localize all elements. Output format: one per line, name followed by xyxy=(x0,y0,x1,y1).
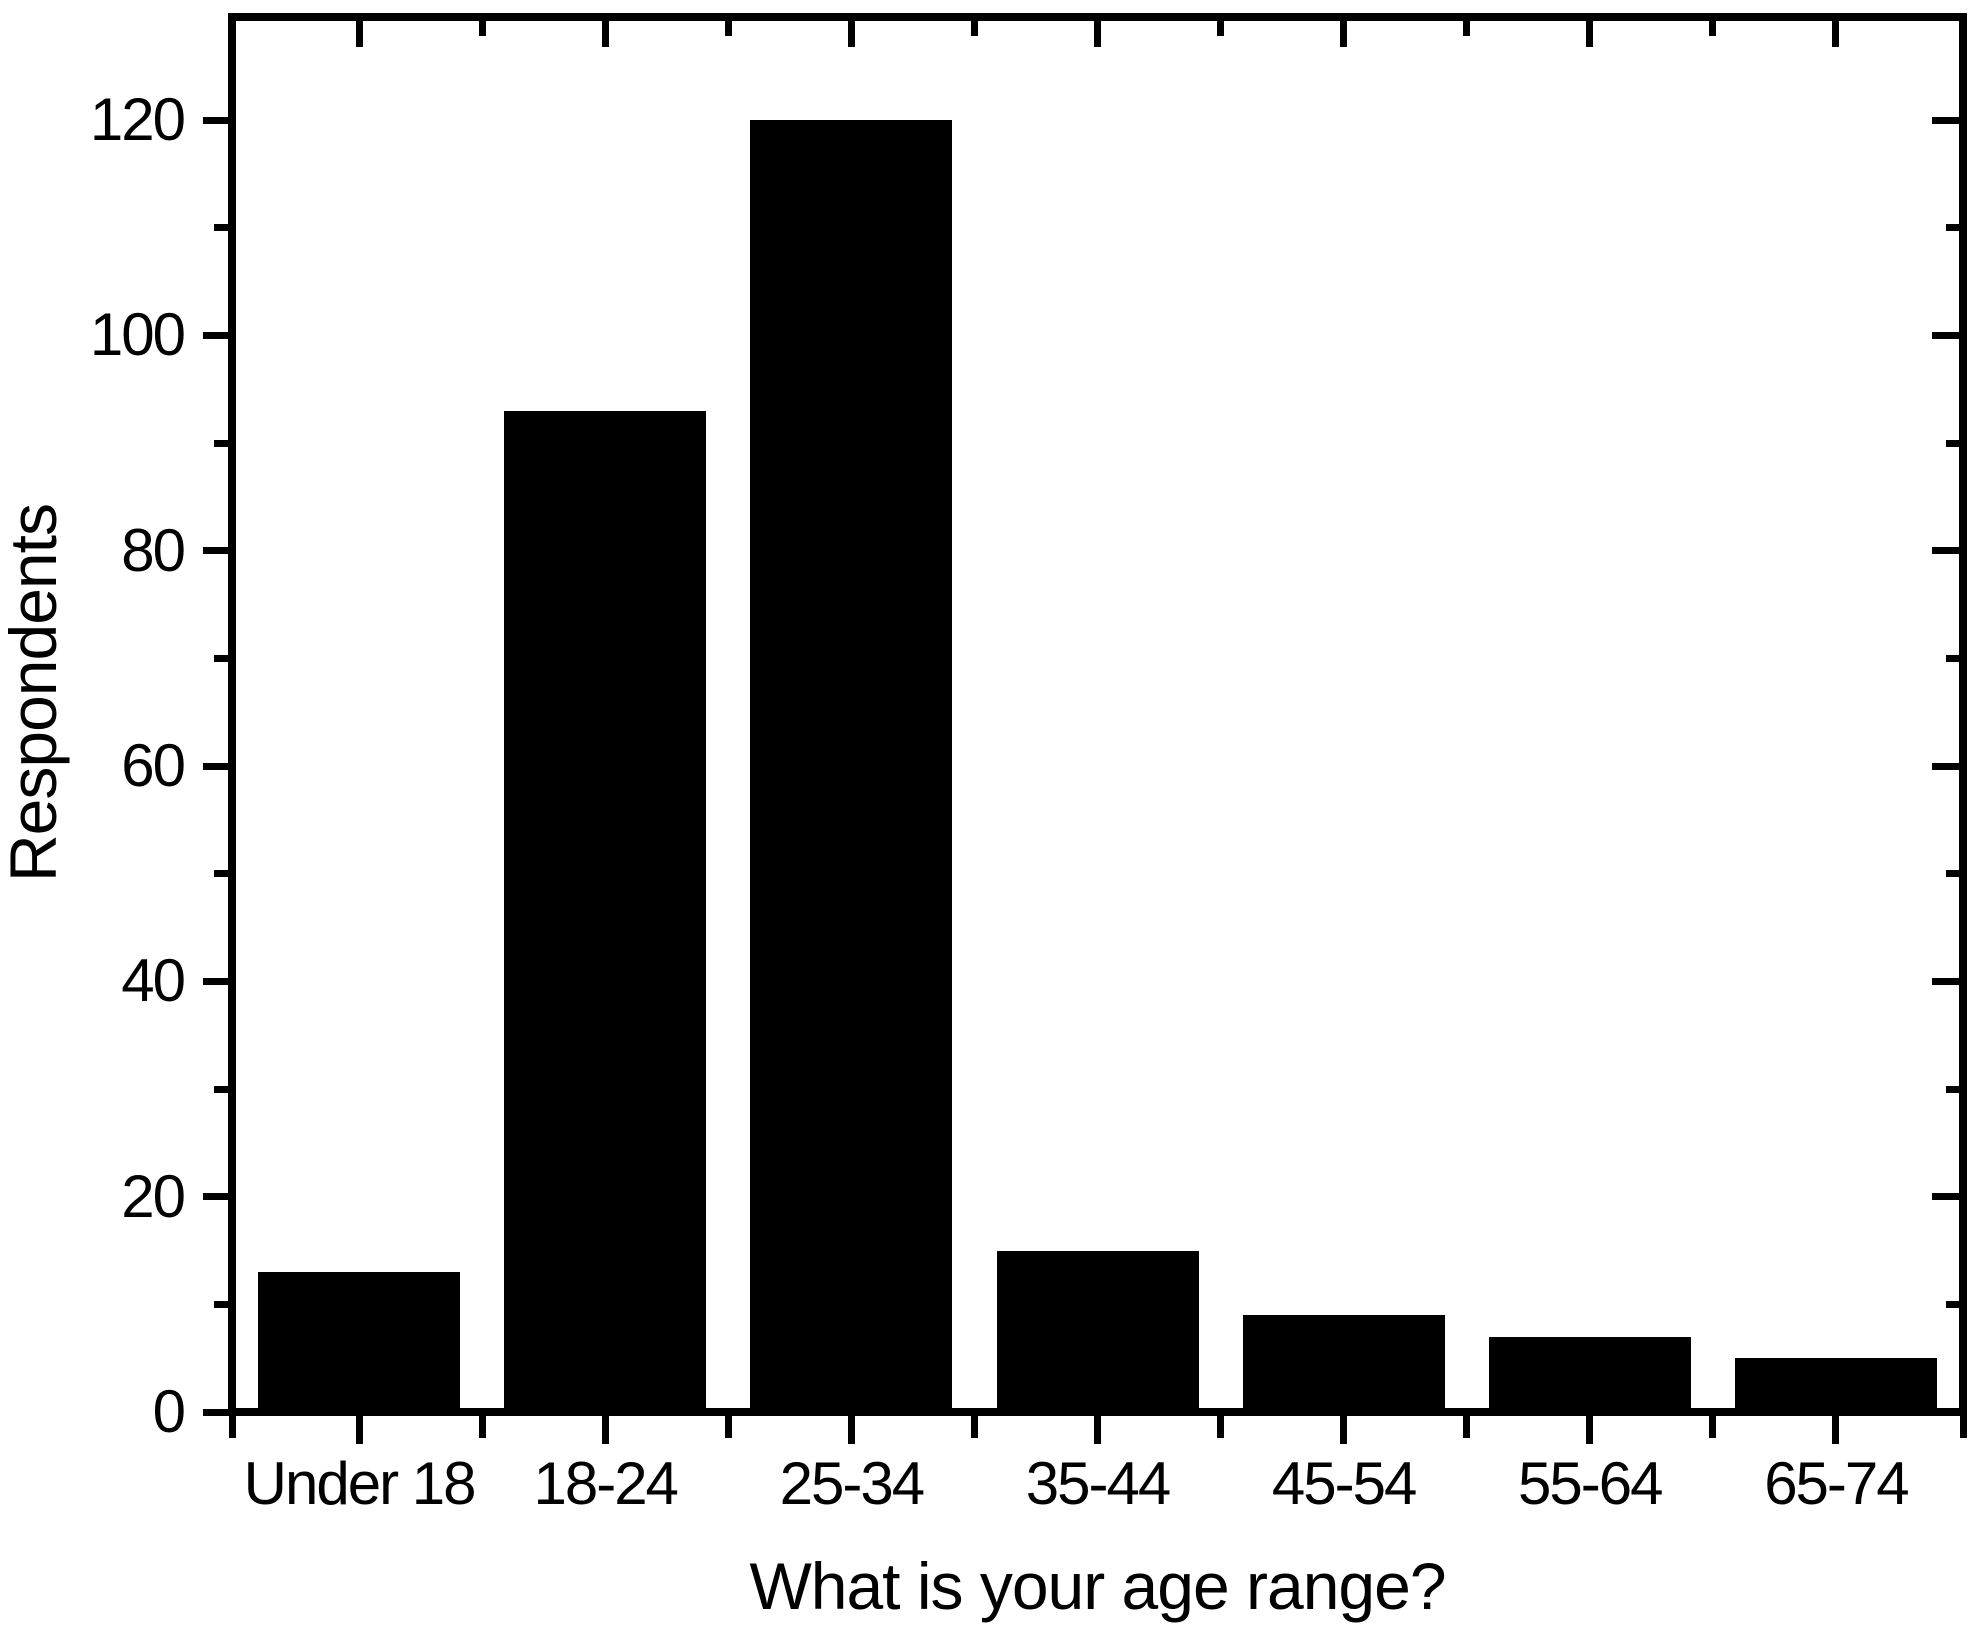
x-minor-tick-top xyxy=(970,21,978,36)
y-minor-tick-right xyxy=(1946,224,1959,232)
bar-35-44 xyxy=(996,1250,1199,1408)
y-tick-label: 120 xyxy=(89,86,186,153)
y-major-tick-left xyxy=(203,547,228,555)
x-major-tick-top xyxy=(1094,21,1101,47)
y-axis-title: Respondents xyxy=(0,504,70,882)
x-minor-tick-bottom xyxy=(478,1416,486,1438)
y-tick-label: 80 xyxy=(121,516,186,584)
x-tick-label-Under 18: Under 18 xyxy=(243,1450,477,1517)
y-major-tick-right xyxy=(1932,116,1959,124)
y-minor-tick-right xyxy=(1946,654,1959,662)
y-minor-tick-right xyxy=(1946,870,1959,878)
x-minor-tick-top xyxy=(1463,21,1471,36)
plot-area-frame xyxy=(228,13,1967,1416)
x-major-tick-top xyxy=(847,21,855,47)
y-minor-tick-left xyxy=(214,654,228,662)
y-minor-tick-left xyxy=(214,1085,228,1093)
y-tick-label: 60 xyxy=(121,732,186,799)
bar-65-74 xyxy=(1734,1358,1937,1408)
x-tick-label-55-64: 55-64 xyxy=(1518,1450,1663,1517)
y-major-tick-left xyxy=(203,331,228,339)
y-major-tick-left xyxy=(203,116,228,124)
x-minor-tick-bottom xyxy=(970,1416,978,1438)
x-major-tick-bottom xyxy=(1094,1416,1101,1444)
y-major-tick-right xyxy=(1932,1408,1959,1416)
x-tick-label-18-24: 18-24 xyxy=(533,1450,678,1517)
x-tick-label-45-54: 45-54 xyxy=(1271,1450,1417,1517)
y-major-tick-left xyxy=(203,762,228,770)
y-tick-label: 100 xyxy=(89,301,186,369)
y-major-tick-right xyxy=(1932,977,1959,985)
y-major-tick-left xyxy=(203,1408,228,1416)
x-minor-tick-top xyxy=(724,21,732,36)
x-major-tick-top xyxy=(601,21,609,47)
y-major-tick-right xyxy=(1932,331,1959,339)
x-tick-label-25-34: 25-34 xyxy=(779,1450,925,1517)
x-tick-label-35-44: 35-44 xyxy=(1025,1450,1171,1517)
bar-18-24 xyxy=(504,410,707,1408)
y-minor-tick-right xyxy=(1946,1300,1959,1308)
x-major-tick-bottom xyxy=(1340,1416,1348,1444)
x-minor-tick-bottom xyxy=(1463,1416,1471,1438)
x-major-tick-top xyxy=(1586,21,1594,47)
y-major-tick-right xyxy=(1932,547,1959,555)
y-major-tick-right xyxy=(1932,762,1959,770)
x-minor-tick-bottom xyxy=(228,1416,236,1438)
y-minor-tick-left xyxy=(214,870,228,878)
x-minor-tick-top xyxy=(478,21,486,36)
y-minor-tick-right xyxy=(1946,1085,1959,1093)
bar-45-54 xyxy=(1242,1315,1445,1408)
y-major-tick-left xyxy=(203,1193,228,1201)
x-major-tick-top xyxy=(1340,21,1348,47)
x-major-tick-top xyxy=(1832,21,1840,47)
x-major-tick-bottom xyxy=(1586,1416,1594,1444)
y-major-tick-right xyxy=(1932,1193,1959,1201)
y-tick-label: 20 xyxy=(121,1162,186,1230)
x-minor-tick-bottom xyxy=(1709,1416,1717,1438)
bar-Under 18 xyxy=(258,1272,461,1408)
y-minor-tick-right xyxy=(1946,439,1959,447)
bar-55-64 xyxy=(1488,1336,1691,1408)
x-minor-tick-top xyxy=(1709,21,1717,36)
bar-25-34 xyxy=(750,120,953,1408)
y-minor-tick-left xyxy=(214,224,228,232)
x-major-tick-bottom xyxy=(847,1416,855,1444)
y-tick-label: 40 xyxy=(121,947,186,1015)
y-major-tick-left xyxy=(203,977,228,985)
x-minor-tick-bottom xyxy=(1959,1416,1967,1438)
y-minor-tick-left xyxy=(214,439,228,447)
x-axis-title: What is your age range? xyxy=(749,1549,1446,1623)
x-major-tick-bottom xyxy=(601,1416,609,1444)
x-minor-tick-top xyxy=(1217,21,1225,36)
y-minor-tick-left xyxy=(214,1300,228,1308)
x-major-tick-bottom xyxy=(355,1416,363,1444)
y-tick-label: 0 xyxy=(152,1378,186,1445)
x-minor-tick-bottom xyxy=(1217,1416,1225,1438)
x-tick-label-65-74: 65-74 xyxy=(1764,1450,1909,1517)
x-major-tick-bottom xyxy=(1832,1416,1840,1444)
x-minor-tick-bottom xyxy=(724,1416,732,1438)
x-major-tick-top xyxy=(355,21,363,47)
